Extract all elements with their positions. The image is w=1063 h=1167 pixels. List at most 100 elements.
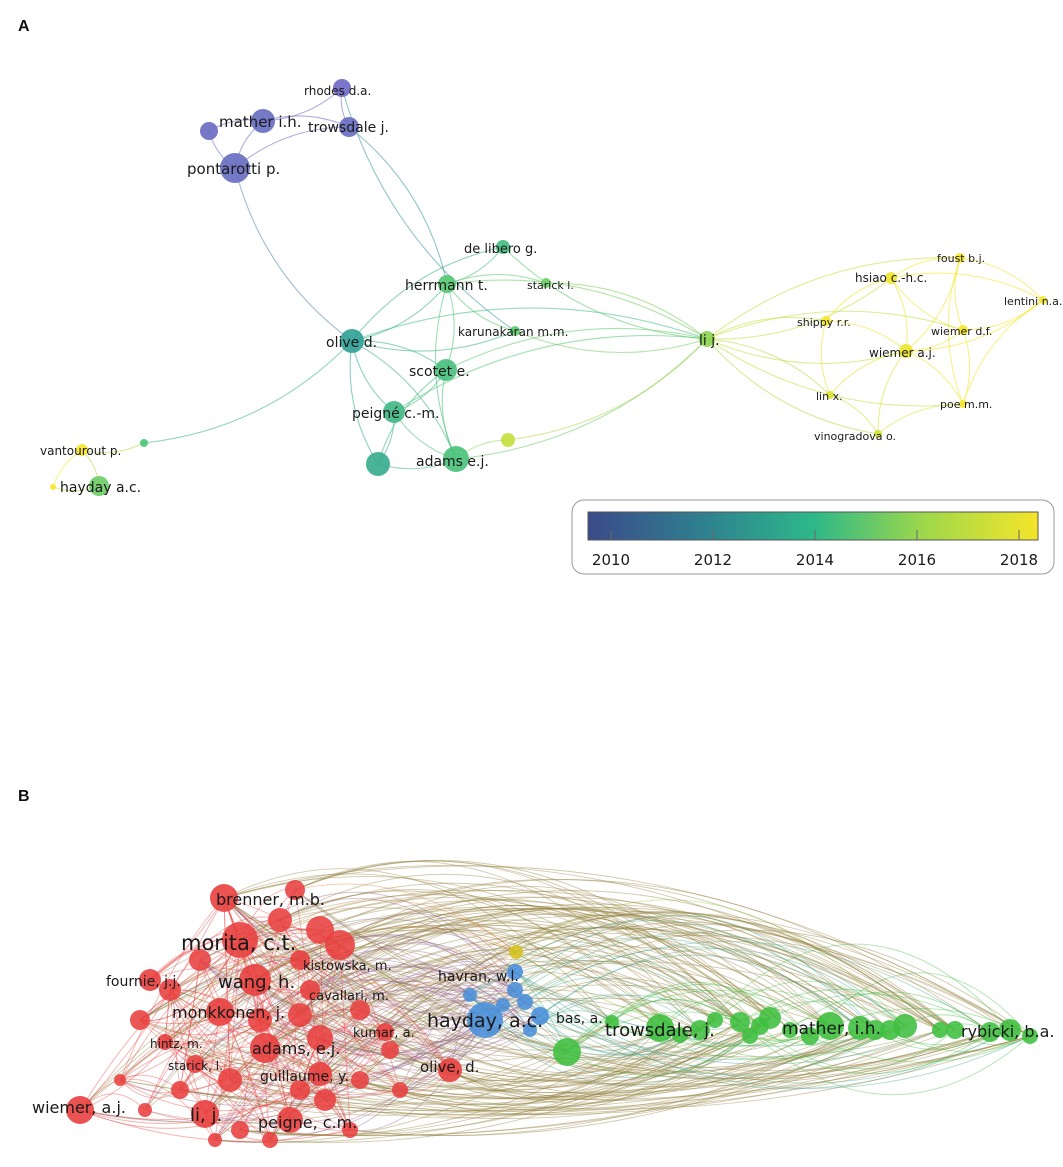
author-node[interactable] — [239, 964, 271, 996]
author-node[interactable] — [510, 326, 520, 336]
author-node[interactable] — [206, 998, 234, 1026]
author-node[interactable] — [248, 1008, 272, 1032]
author-node[interactable] — [509, 945, 523, 959]
author-node[interactable] — [801, 1027, 819, 1045]
author-node[interactable] — [306, 916, 334, 944]
author-node[interactable] — [189, 949, 211, 971]
author-node[interactable] — [959, 400, 967, 408]
author-node[interactable] — [314, 1089, 336, 1111]
author-node[interactable] — [339, 117, 359, 137]
author-node[interactable] — [171, 1081, 189, 1099]
author-node[interactable] — [277, 1107, 303, 1133]
author-node[interactable] — [383, 401, 405, 423]
author-node[interactable] — [114, 1074, 126, 1086]
author-node[interactable] — [307, 1025, 333, 1051]
author-node[interactable] — [157, 1034, 173, 1050]
author-node[interactable] — [220, 153, 250, 183]
author-node[interactable] — [140, 439, 148, 447]
author-node[interactable] — [826, 391, 834, 399]
author-node[interactable] — [672, 1027, 688, 1043]
author-node[interactable] — [50, 484, 56, 490]
author-node[interactable] — [290, 950, 310, 970]
network-edge — [179, 1035, 1031, 1116]
author-node[interactable] — [690, 1020, 710, 1040]
author-node[interactable] — [932, 1022, 948, 1038]
author-node[interactable] — [325, 930, 355, 960]
author-node[interactable] — [66, 1096, 94, 1124]
author-node[interactable] — [376, 1023, 394, 1041]
author-label: rhodes d.a. — [304, 84, 371, 98]
author-node[interactable] — [885, 272, 897, 284]
author-node[interactable] — [200, 122, 218, 140]
author-node[interactable] — [288, 1003, 312, 1027]
author-node[interactable] — [865, 1020, 885, 1040]
author-node[interactable] — [342, 1122, 358, 1138]
author-node[interactable] — [186, 1055, 204, 1073]
author-node[interactable] — [501, 433, 515, 447]
author-node[interactable] — [300, 980, 320, 1000]
author-node[interactable] — [366, 452, 390, 476]
author-node[interactable] — [742, 1028, 758, 1044]
author-node[interactable] — [438, 1058, 462, 1082]
network-edge — [223, 864, 956, 1031]
author-node[interactable] — [496, 240, 510, 254]
author-node[interactable] — [262, 1132, 278, 1148]
author-node[interactable] — [531, 1007, 549, 1025]
author-node[interactable] — [517, 994, 533, 1010]
author-node[interactable] — [496, 998, 510, 1012]
author-node[interactable] — [76, 444, 88, 456]
author-node[interactable] — [646, 1014, 674, 1042]
author-node[interactable] — [392, 1082, 408, 1098]
author-node[interactable] — [605, 1015, 619, 1029]
author-node[interactable] — [308, 1062, 332, 1086]
author-node[interactable] — [438, 275, 456, 293]
author-node[interactable] — [893, 1014, 917, 1038]
author-node[interactable] — [290, 1080, 310, 1100]
author-node[interactable] — [463, 988, 477, 1002]
author-node[interactable] — [821, 316, 831, 326]
author-node[interactable] — [210, 884, 238, 912]
author-node[interactable] — [899, 344, 913, 358]
author-node[interactable] — [523, 1023, 537, 1037]
author-node[interactable] — [707, 1012, 723, 1028]
author-node[interactable] — [946, 1021, 964, 1039]
author-node[interactable] — [874, 430, 882, 438]
author-node[interactable] — [759, 1007, 781, 1029]
author-node[interactable] — [251, 109, 275, 133]
author-node[interactable] — [467, 1002, 503, 1038]
author-node[interactable] — [507, 982, 523, 998]
author-node[interactable] — [999, 1019, 1021, 1041]
author-node[interactable] — [159, 979, 181, 1001]
author-node[interactable] — [958, 325, 968, 335]
author-node[interactable] — [443, 446, 469, 472]
author-node[interactable] — [980, 1022, 1000, 1042]
author-node[interactable] — [955, 253, 965, 263]
author-node[interactable] — [231, 1121, 249, 1139]
author-node[interactable] — [130, 1010, 150, 1030]
author-node[interactable] — [381, 1041, 399, 1059]
author-node[interactable] — [1022, 1028, 1038, 1044]
author-node[interactable] — [782, 1022, 798, 1038]
author-node[interactable] — [507, 964, 523, 980]
author-node[interactable] — [218, 1068, 242, 1092]
author-node[interactable] — [191, 1100, 219, 1128]
author-node[interactable] — [250, 1033, 280, 1063]
author-node[interactable] — [208, 1133, 222, 1147]
author-node[interactable] — [139, 969, 161, 991]
author-node[interactable] — [138, 1103, 152, 1117]
author-node[interactable] — [340, 329, 364, 353]
author-node[interactable] — [351, 1071, 369, 1089]
author-node[interactable] — [89, 476, 109, 496]
author-node[interactable] — [333, 79, 351, 97]
author-node[interactable] — [541, 278, 551, 288]
author-node[interactable] — [435, 359, 457, 381]
author-node[interactable] — [699, 331, 715, 347]
author-node[interactable] — [285, 880, 305, 900]
author-node[interactable] — [1039, 296, 1047, 304]
author-node[interactable] — [730, 1012, 750, 1032]
author-node[interactable] — [350, 1000, 370, 1020]
author-node[interactable] — [816, 1012, 844, 1040]
author-node[interactable] — [553, 1038, 581, 1066]
author-node[interactable] — [268, 908, 292, 932]
author-node[interactable] — [222, 922, 258, 958]
